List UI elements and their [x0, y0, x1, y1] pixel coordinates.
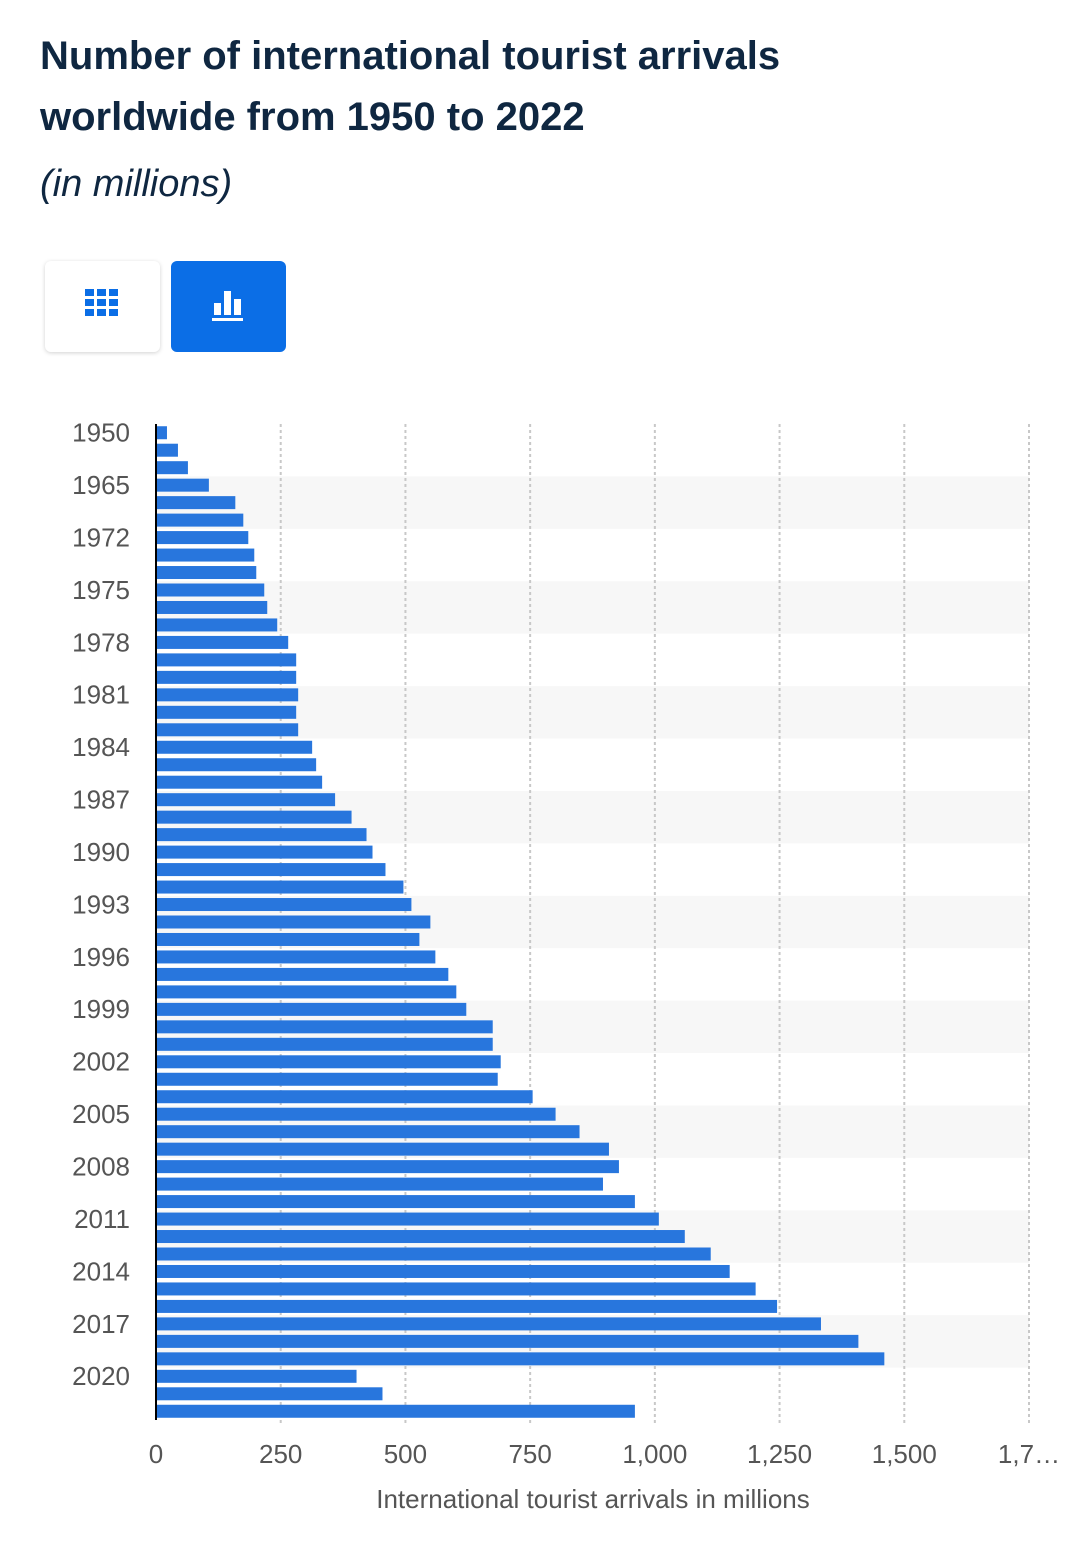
table-icon — [85, 289, 118, 316]
bar — [156, 758, 317, 772]
bar — [156, 1142, 609, 1156]
bar — [156, 1387, 383, 1401]
subtitle: (in millions) — [40, 163, 233, 205]
bar — [156, 1212, 659, 1226]
bar — [156, 1072, 498, 1086]
y-tick-label: 1975 — [72, 575, 130, 605]
chart-view-button[interactable] — [171, 261, 286, 352]
bar — [156, 653, 297, 667]
bar — [156, 513, 244, 527]
y-tick-label: 1993 — [72, 889, 130, 919]
bar — [156, 1282, 756, 1296]
bar — [156, 740, 313, 754]
y-tick-label: 1999 — [72, 994, 130, 1024]
bar — [156, 967, 449, 981]
bar — [156, 845, 373, 859]
bar — [156, 583, 265, 597]
row-band — [156, 476, 1029, 529]
bar — [156, 1020, 493, 1034]
bar — [156, 793, 336, 807]
bar — [156, 1107, 556, 1121]
bar — [156, 705, 297, 719]
y-tick-label: 2014 — [72, 1256, 130, 1286]
bar — [156, 723, 299, 737]
bar — [156, 670, 297, 684]
bar — [156, 1160, 619, 1174]
bar — [156, 775, 323, 789]
bar — [156, 1404, 635, 1418]
y-tick-label: 1965 — [72, 470, 130, 500]
bar — [156, 531, 249, 545]
chart-icon — [212, 291, 243, 321]
bar — [156, 688, 299, 702]
x-tick-label: 1,000 — [622, 1439, 687, 1469]
bar — [156, 635, 289, 649]
bar — [156, 426, 167, 440]
y-tick-label: 2020 — [72, 1361, 130, 1391]
y-tick-label: 2005 — [72, 1099, 130, 1129]
bar — [156, 932, 420, 946]
bar — [156, 443, 178, 457]
bar — [156, 600, 268, 614]
bar — [156, 898, 412, 912]
bar — [156, 880, 404, 894]
y-tick-label: 2008 — [72, 1152, 130, 1182]
bar — [156, 915, 431, 929]
bar — [156, 496, 236, 510]
bar — [156, 810, 352, 824]
x-axis-title: International tourist arrivals in millio… — [376, 1484, 810, 1514]
bar — [156, 1299, 778, 1313]
y-tick-label: 2002 — [72, 1047, 130, 1077]
x-tick-label: 0 — [149, 1439, 163, 1469]
x-tick-label: 1,500 — [872, 1439, 937, 1469]
y-tick-label: 1978 — [72, 627, 130, 657]
title: Number of international tourist arrivals… — [40, 34, 781, 139]
x-tick-label: 750 — [508, 1439, 551, 1469]
x-tick-label: 1,7… — [998, 1439, 1060, 1469]
bar — [156, 985, 457, 999]
y-tick-label: 1990 — [72, 837, 130, 867]
bar — [156, 1247, 711, 1261]
y-tick-label: 1981 — [72, 680, 130, 710]
bar — [156, 1002, 467, 1016]
x-tick-label: 1,250 — [747, 1439, 812, 1469]
bar — [156, 1352, 885, 1366]
x-tick-label: 500 — [384, 1439, 427, 1469]
bar — [156, 1264, 730, 1278]
chart: International tourist arrivals in millio… — [72, 418, 1060, 1514]
y-tick-label: 1972 — [72, 522, 130, 552]
bar — [156, 1090, 533, 1104]
bar — [156, 1317, 821, 1331]
bar — [156, 828, 367, 842]
row-band — [156, 581, 1029, 634]
bar — [156, 863, 386, 877]
x-tick-label: 250 — [259, 1439, 302, 1469]
bar — [156, 1177, 603, 1191]
bar — [156, 1334, 859, 1348]
bar — [156, 566, 257, 580]
y-tick-label: 2011 — [74, 1204, 130, 1234]
y-tick-label: 1987 — [72, 785, 130, 815]
bar — [156, 548, 255, 562]
table-view-button[interactable] — [45, 261, 160, 352]
bar — [156, 478, 209, 492]
bar — [156, 1195, 635, 1209]
y-tick-label: 1996 — [72, 942, 130, 972]
bar — [156, 618, 278, 632]
bar — [156, 1037, 493, 1051]
bar — [156, 1125, 580, 1139]
bar — [156, 1055, 501, 1069]
bar — [156, 461, 188, 475]
bar — [156, 950, 436, 964]
bar — [156, 1369, 357, 1383]
y-tick-label: 1984 — [72, 732, 130, 762]
y-tick-label: 1950 — [72, 418, 130, 448]
bar — [156, 1230, 685, 1244]
y-tick-label: 2017 — [72, 1309, 130, 1339]
row-band — [156, 686, 1029, 739]
